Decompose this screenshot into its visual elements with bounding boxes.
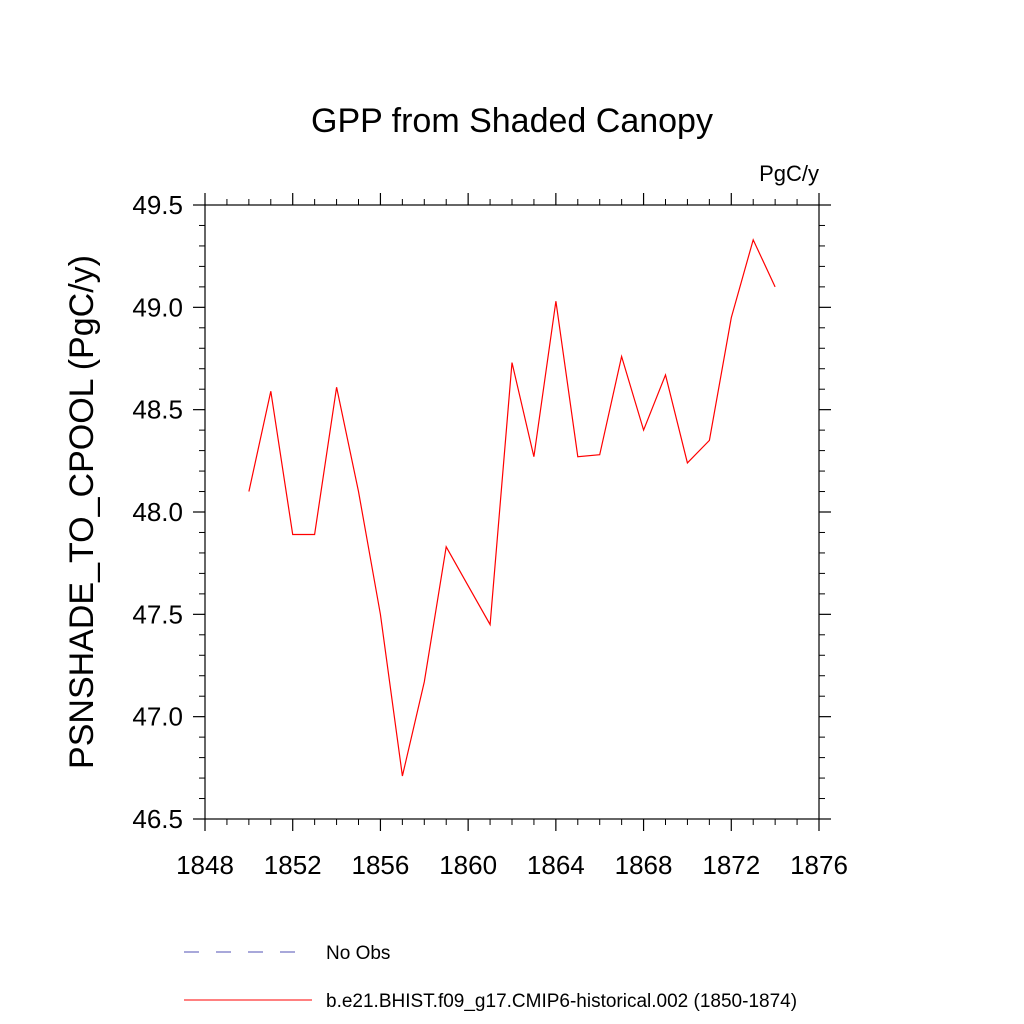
y-tick-label: 48.5	[132, 395, 183, 425]
units-label: PgC/y	[759, 161, 819, 186]
x-tick-label: 1864	[527, 850, 585, 880]
x-tick-label: 1872	[702, 850, 760, 880]
y-tick-label: 47.0	[132, 702, 183, 732]
legend: No Obs b.e21.BHIST.f09_g17.CMIP6-historic…	[184, 943, 797, 1012]
series-line	[248, 238, 776, 777]
x-tick-label: 1848	[176, 850, 234, 880]
chart-title: GPP from Shaded Canopy	[311, 102, 713, 140]
y-tick-label: 49.0	[132, 292, 183, 322]
y-tick-label: 47.5	[132, 599, 183, 629]
y-ticks: 46.5 47.0 47.5 48.0 48.5 49.0 49.5	[132, 190, 831, 834]
y-tick-label: 49.5	[132, 190, 183, 220]
x-ticks: 1848 1852 1856 1860 1864 1868 1872 1876	[176, 193, 848, 880]
y-tick-label: 46.5	[132, 804, 183, 834]
x-tick-label: 1852	[264, 850, 322, 880]
legend-label: b.e21.BHIST.f09_g17.CMIP6-historical.002…	[326, 991, 797, 1012]
x-tick-label: 1868	[615, 850, 673, 880]
x-tick-label: 1856	[352, 850, 410, 880]
legend-label: No Obs	[326, 943, 390, 964]
series-layer	[248, 238, 776, 777]
x-tick-label: 1860	[439, 850, 497, 880]
plot-frame	[204, 204, 820, 820]
y-axis-label: PSNSHADE_TO_CPOOL (PgC/y)	[63, 255, 101, 769]
y-tick-label: 48.0	[132, 497, 183, 527]
x-tick-label: 1876	[790, 850, 848, 880]
